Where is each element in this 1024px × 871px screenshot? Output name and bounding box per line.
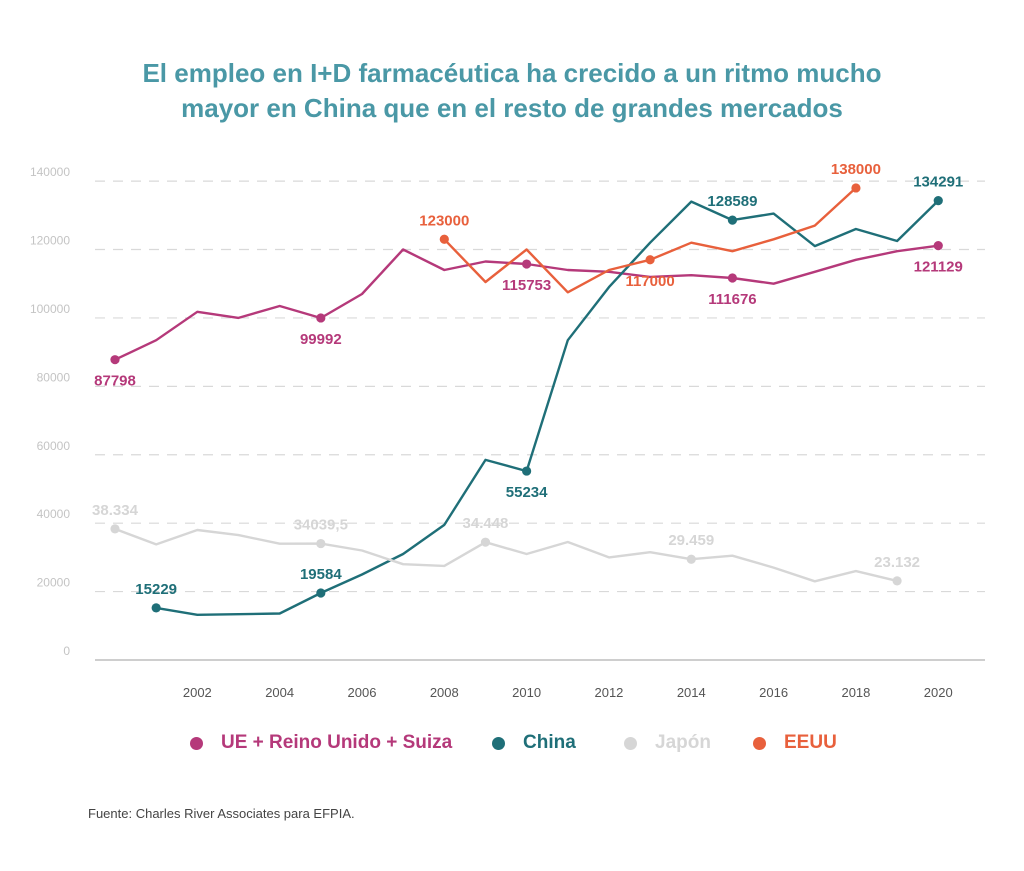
data-point-usa	[645, 255, 655, 265]
data-label-japan: 23.132	[874, 554, 920, 571]
data-label-china: 19584	[300, 566, 342, 583]
data-label-china: 55234	[506, 484, 548, 501]
data-label-japan: 29.459	[668, 532, 714, 549]
data-point-usa	[851, 183, 861, 193]
data-point-china	[727, 215, 738, 225]
y-tick-label: 120000	[30, 234, 70, 248]
data-label-japan: 34039,5	[294, 517, 348, 534]
legend-dot-usa	[753, 736, 766, 750]
data-label-eu: 115753	[502, 277, 551, 294]
series-line-japan	[114, 527, 898, 583]
series-layer	[110, 183, 943, 616]
y-tick-label: 100000	[30, 302, 70, 316]
legend-dot-japan	[624, 736, 637, 750]
title-line-2: mayor en China que en el resto de grande…	[181, 93, 843, 123]
legend-dot-china	[492, 736, 505, 750]
x-tick-label: 2012	[594, 685, 623, 700]
legend-label-china: China	[523, 732, 576, 753]
legend-item-china: China	[492, 732, 576, 754]
x-tick-label: 2014	[677, 685, 706, 700]
data-point-china	[316, 588, 326, 598]
title-line-1: El empleo en I+D farmacéutica ha crecido…	[142, 58, 882, 88]
legend-label-eu: UE + Reino Unido + Suiza	[221, 732, 453, 753]
series-line-china	[156, 199, 940, 616]
data-label-eu: 111676	[708, 291, 756, 308]
data-label-china: 134291	[913, 174, 963, 191]
legend-item-japan: Japón	[624, 732, 711, 754]
data-label-usa: 123000	[419, 212, 469, 229]
x-tick-label: 2002	[183, 685, 212, 700]
data-point-japan	[110, 524, 120, 534]
x-tick-label: 2020	[924, 685, 953, 700]
data-label-japan: 38.334	[92, 502, 139, 519]
legend-item-eu: UE + Reino Unido + Suiza	[190, 732, 452, 754]
y-tick-label: 60000	[37, 439, 71, 453]
data-label-usa: 117000	[625, 273, 674, 290]
data-label-layer: 87798 99992 115753 111676 121129 15229 19584 55…	[92, 161, 963, 598]
y-tick-label: 80000	[37, 370, 71, 384]
x-tick-label: 2018	[841, 685, 870, 700]
data-point-eu	[933, 241, 943, 251]
data-point-china	[522, 466, 532, 476]
x-tick-label: 2010	[512, 685, 541, 700]
data-point-japan	[686, 554, 696, 564]
legend-label-usa: EEUU	[784, 732, 837, 753]
y-tick-label: 140000	[30, 165, 70, 179]
x-tick-label: 2006	[348, 685, 377, 700]
y-tick-label: 20000	[37, 576, 71, 590]
data-point-usa	[439, 234, 449, 244]
legend-dot-eu	[190, 736, 203, 750]
data-label-china: 128589	[707, 193, 757, 210]
data-point-china	[933, 196, 943, 206]
x-tick-label: 2016	[759, 685, 788, 700]
data-point-eu	[727, 273, 738, 283]
data-label-eu: 87798	[94, 373, 136, 390]
legend-label-japan: Japón	[655, 732, 711, 753]
data-point-eu	[522, 259, 532, 269]
data-label-eu: 121129	[914, 259, 963, 276]
source-note: Fuente: Charles River Associates para EF…	[88, 806, 355, 821]
data-label-china: 15229	[135, 581, 177, 598]
data-point-eu	[316, 313, 326, 323]
data-point-japan	[316, 538, 326, 549]
data-label-usa: 138000	[831, 161, 881, 178]
data-point-eu	[110, 355, 120, 365]
data-point-japan	[892, 576, 902, 586]
legend-item-usa: EEUU	[753, 732, 837, 754]
x-tick-label: 2004	[265, 685, 294, 700]
legend: UE + Reino Unido + Suiza China Japón EEU…	[0, 732, 1024, 762]
data-point-china	[151, 603, 161, 613]
data-label-eu: 99992	[300, 331, 342, 348]
grid-layer: 0 20000 40000 60000 80000 100000 120000 140000 2…	[30, 165, 985, 700]
chart-title: El empleo en I+D farmacéutica ha crecido…	[0, 56, 1024, 126]
y-tick-label: 40000	[37, 507, 71, 521]
x-tick-label: 2008	[430, 685, 459, 700]
data-point-japan	[480, 537, 491, 547]
y-tick-label: 0	[63, 644, 70, 658]
data-label-japan: 34.448	[463, 515, 509, 532]
